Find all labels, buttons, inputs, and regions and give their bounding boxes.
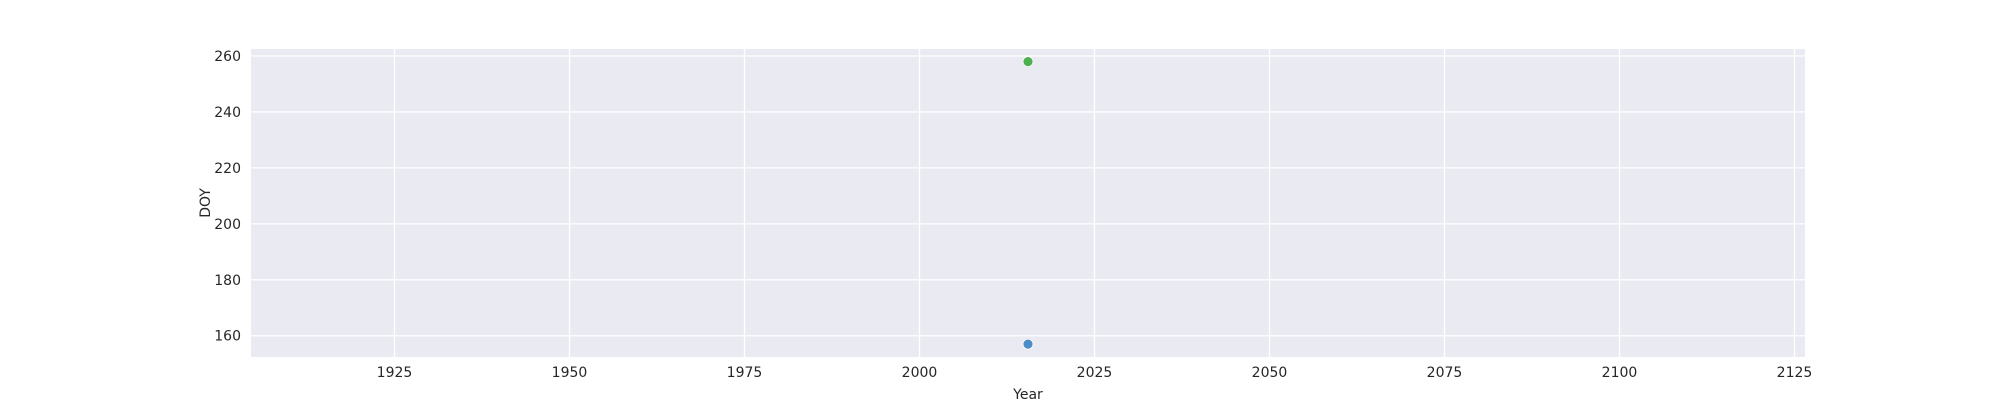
x-tick-label: 1975 [727, 365, 763, 381]
data-point [1022, 56, 1034, 67]
x-tick-label: 2075 [1427, 365, 1463, 381]
y-tick-label: 200 [214, 217, 241, 233]
data-points [1022, 56, 1034, 350]
x-tick-labels: 1925 1950 1975 2000 2025 2050 2075 2100 2125 [377, 365, 1813, 381]
x-tick-label: 2125 [1777, 365, 1813, 381]
x-tick-label: 1925 [377, 365, 413, 381]
x-gridlines [393, 49, 1796, 357]
x-tick-label: 2050 [1252, 365, 1288, 381]
x-tick-label: 2000 [902, 365, 938, 381]
y-gridlines [251, 55, 1805, 337]
y-tick-label: 180 [214, 273, 241, 289]
plot-area [251, 49, 1805, 357]
x-tick-label: 2100 [1602, 365, 1638, 381]
y-tick-label: 160 [214, 329, 241, 345]
x-axis-label: Year [1012, 387, 1043, 400]
x-tick-label: 2025 [1077, 365, 1113, 381]
y-axis-label: DOY [198, 188, 214, 218]
y-tick-labels: 160 180 200 220 240 260 [214, 49, 241, 345]
data-point [1022, 338, 1034, 350]
y-tick-label: 260 [214, 49, 241, 65]
x-tick-label: 1950 [552, 365, 588, 381]
y-tick-label: 240 [214, 105, 241, 121]
y-tick-label: 220 [214, 161, 241, 177]
